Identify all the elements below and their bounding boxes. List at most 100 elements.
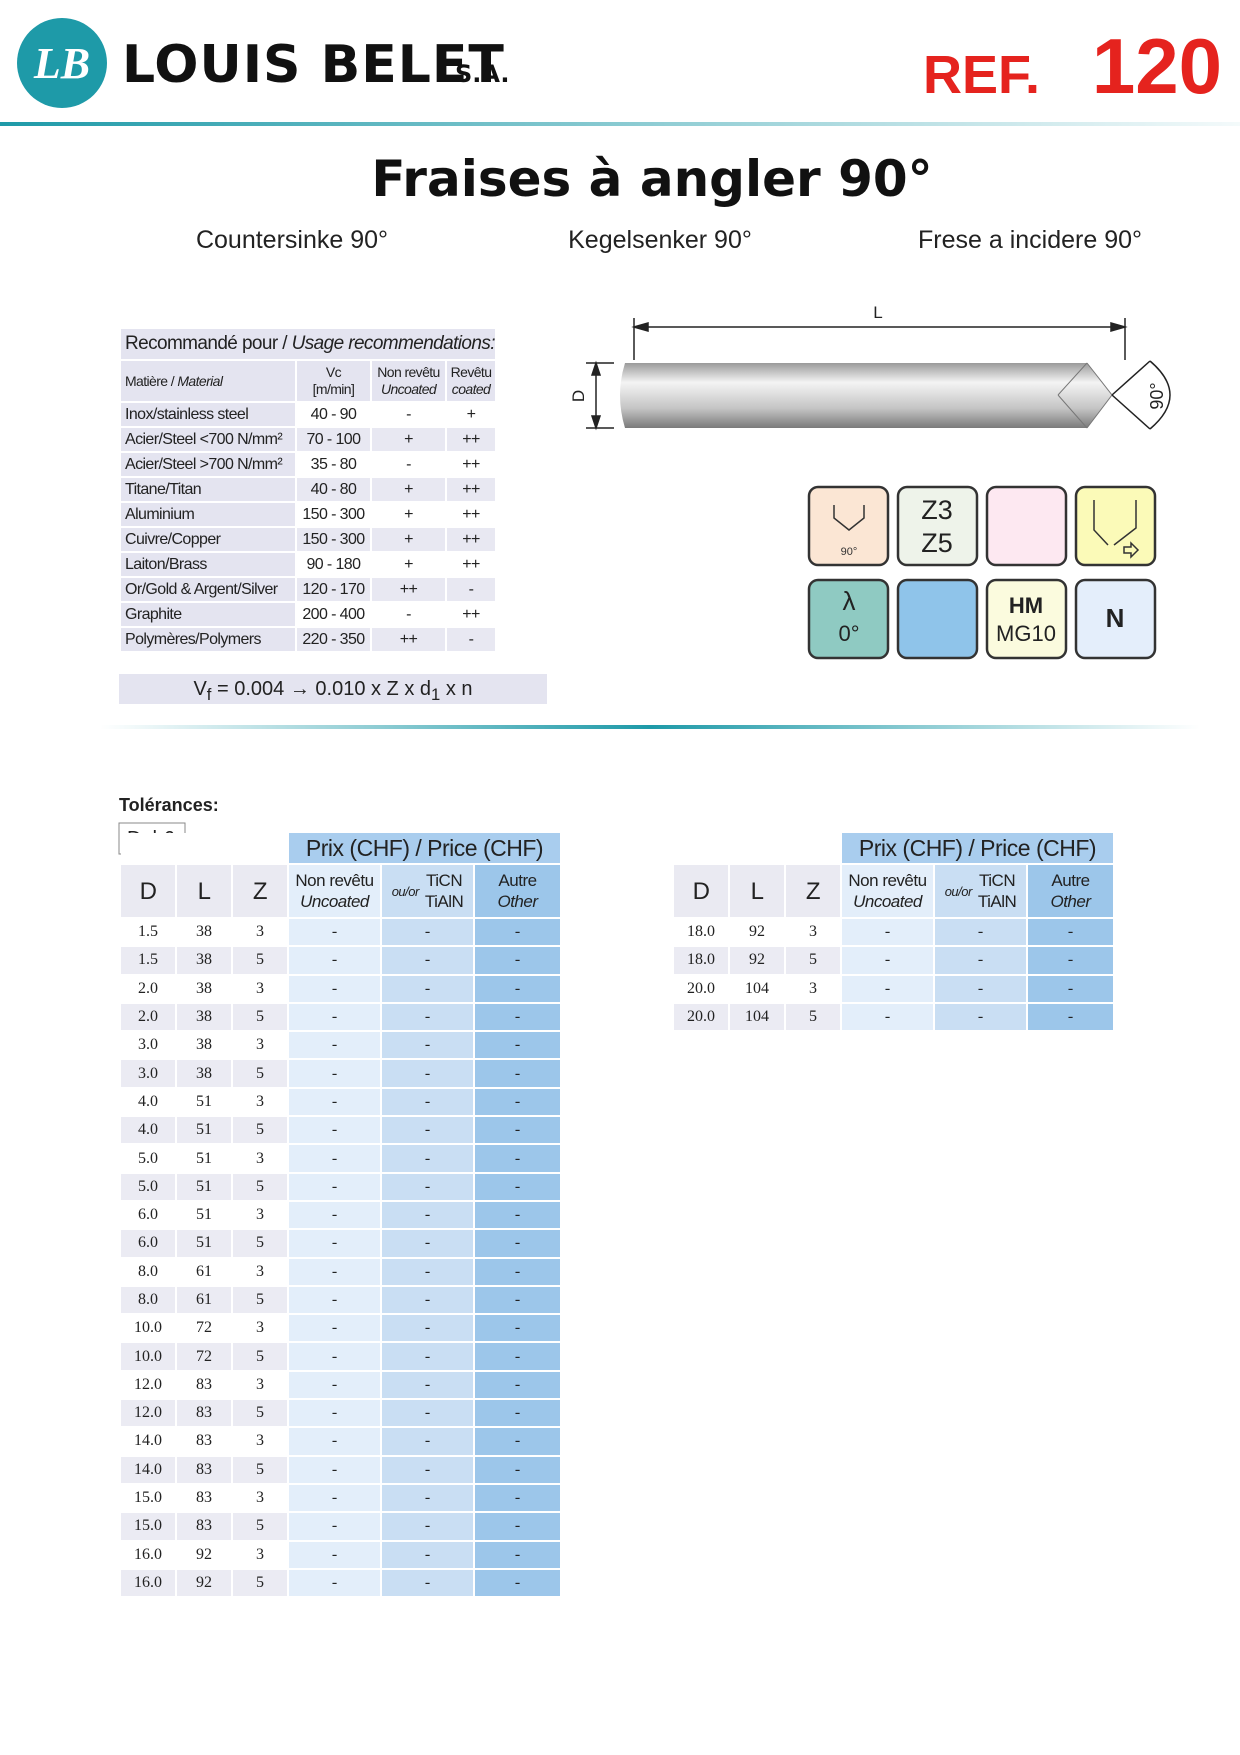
angle-label: 90° [1147,382,1167,409]
cell: + [447,403,495,426]
cell: - [475,975,560,1002]
cell: 3 [786,975,840,1002]
row: 20.0 104 5- - - [674,1003,1113,1031]
cell: - [475,1513,560,1540]
row: 2.0 38 3- - - [121,975,560,1002]
col-en: Uncoated [300,892,369,911]
col-fr: Autre [1051,871,1090,890]
cell: - [289,1117,380,1144]
cell: - [475,1258,560,1285]
col-coat: TiCN [979,871,1016,890]
cell: 83 [177,1400,231,1427]
cell: 120 - 170 [297,578,370,601]
cell: - [935,1003,1026,1031]
cell: - [382,1173,473,1200]
col-fr: Non revêtu [848,871,927,890]
cell: ++ [447,503,495,526]
cell: - [382,1343,473,1370]
cell: 1.5 [121,947,175,974]
cell: - [382,1286,473,1314]
cell: - [935,919,1026,946]
cell: 83 [177,1484,231,1512]
row: 1.5 38 3- - - [121,919,560,946]
cell: - [475,1117,560,1144]
cell: - [382,1145,473,1172]
cell: 51 [177,1173,231,1200]
subtitle: Frese a incidere 90° [918,226,1142,254]
price-table: Prix (CHF) / Price (CHF) D L Z Non revêtu Unc… [672,831,1115,1032]
row: Polymères/Polymers 220 - 350 ++ - [121,628,495,651]
cell: - [842,1003,933,1031]
column-header: D [121,865,175,917]
cell: 83 [177,1456,231,1483]
cell: - [382,1060,473,1087]
cell: Cuivre/Copper [121,528,295,551]
row: 5.0 51 3- - - [121,1145,560,1172]
cell: 2.0 [121,1003,175,1031]
cell: 3.0 [121,1032,175,1059]
cell: - [475,1315,560,1342]
cell: 3 [233,1145,287,1172]
cell: - [289,1145,380,1172]
cell: 3 [233,1371,287,1399]
row: 10.0 72 3- - - [121,1315,560,1342]
icon-flutes: Z3 [921,495,953,525]
col-coat: TiAlN [977,892,1017,911]
row: Titane/Titan 40 - 80 + ++ [121,478,495,501]
cell: ++ [447,528,495,551]
cell: 150 - 300 [297,528,370,551]
col-or: ou/or [944,883,973,899]
coat-stack: TiCN TiAlN [425,870,464,912]
row: 5.0 51 5- - - [121,1173,560,1200]
cell: - [289,1173,380,1200]
cell: 6.0 [121,1201,175,1229]
cell: 5 [233,1286,287,1314]
column-header: ou/or TiCN TiAlN [382,865,473,917]
cell: - [475,1032,560,1059]
row: 8.0 61 3- - - [121,1258,560,1285]
cell: - [475,1371,560,1399]
cell: 2.0 [121,975,175,1002]
cell: - [475,1400,560,1427]
row: 15.0 83 3- - - [121,1484,560,1512]
cell: - [935,947,1026,974]
cell: 3 [786,919,840,946]
cell: - [289,975,380,1002]
cell: - [289,1032,380,1059]
cell: - [382,1428,473,1455]
cell: 3 [233,1428,287,1455]
cell: 5 [233,1117,287,1144]
heading: Recommandé pour / Usage recommendations: [121,329,496,359]
cell: - [475,919,560,946]
cell: Inox/stainless steel [121,403,295,426]
cell: - [475,1286,560,1314]
cell: ++ [447,553,495,576]
column-header: Vc [m/min] [297,361,370,401]
row: 16.0 92 5- - - [121,1569,560,1597]
cell: 12.0 [121,1400,175,1427]
cell: 5.0 [121,1173,175,1200]
row: 12.0 83 5- - - [121,1400,560,1427]
cell: - [382,1258,473,1285]
cell: - [289,1484,380,1512]
cell: + [371,503,446,526]
cell: 14.0 [121,1456,175,1483]
cell: 5 [233,1456,287,1483]
row: 6.0 51 5- - - [121,1230,560,1257]
row: 4.0 51 5- - - [121,1117,560,1144]
column-header: Autre Other [475,865,560,917]
cell: - [475,1230,560,1257]
cell: 150 - 300 [297,503,370,526]
formula: Vf = 0.004 → 0.010 x Z x d1 x n [119,674,547,704]
row: Prix (CHF) / Price (CHF) [674,833,1113,863]
cell: 3 [233,919,287,946]
cell: - [382,1456,473,1483]
cell: - [382,947,473,974]
row: 14.0 83 5- - - [121,1456,560,1483]
cell: - [289,1569,380,1597]
heading-en: Usage recommendations: [291,333,496,354]
column-header: L [177,865,231,917]
cell: - [382,919,473,946]
row: Aluminium 150 - 300 + ++ [121,503,495,526]
